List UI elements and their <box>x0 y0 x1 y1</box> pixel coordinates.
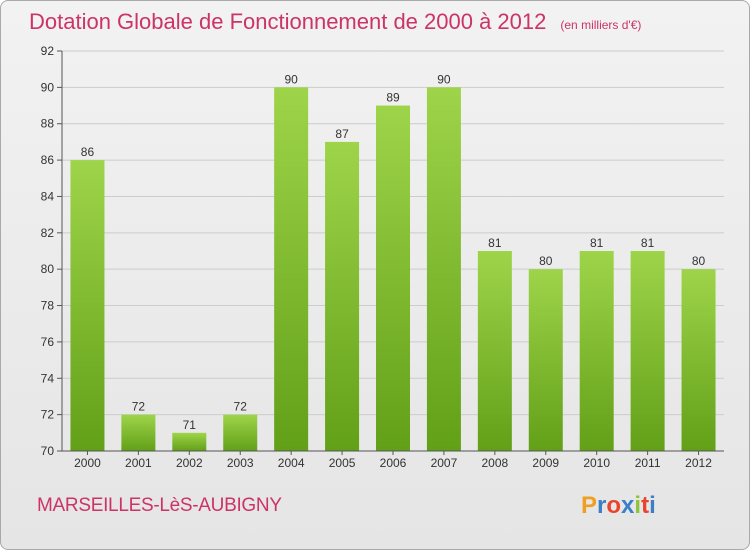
logo-letter: t <box>641 492 650 519</box>
chart-title: Dotation Globale de Fonctionnement de 20… <box>29 9 641 35</box>
x-tick-label: 2012 <box>685 456 712 470</box>
bar <box>223 414 258 451</box>
logo-letter: P <box>581 492 598 519</box>
y-tick-label: 92 <box>41 44 55 58</box>
bar <box>579 251 614 451</box>
logo-letter: x <box>621 492 635 519</box>
x-tick-label: 2005 <box>329 456 356 470</box>
logo-letter: o <box>606 492 622 519</box>
y-tick-label: 78 <box>41 299 55 313</box>
x-tick-label: 2009 <box>532 456 559 470</box>
bar <box>121 414 156 451</box>
y-tick-label: 74 <box>41 371 55 385</box>
bar <box>630 251 665 451</box>
data-label: 81 <box>641 236 655 250</box>
y-tick-label: 80 <box>41 262 55 276</box>
x-tick-label: 2008 <box>481 456 508 470</box>
bar <box>376 105 410 451</box>
data-label: 90 <box>437 72 451 86</box>
data-label: 87 <box>335 127 349 141</box>
title-text: Dotation Globale de Fonctionnement de 20… <box>29 9 547 34</box>
y-tick-label: 72 <box>41 408 55 422</box>
data-label: 89 <box>386 91 400 105</box>
commune-name: MARSEILLES-LèS-AUBIGNY <box>37 495 282 516</box>
data-label: 72 <box>234 400 248 414</box>
logo-letter: i <box>634 492 642 519</box>
y-tick-label: 90 <box>41 80 55 94</box>
bar <box>70 160 105 451</box>
logo-letter: i <box>649 492 656 519</box>
logo-letter: r <box>597 492 607 519</box>
data-label: 86 <box>81 145 95 159</box>
proxiti-logo: Proxiti <box>581 492 656 520</box>
labels: 86 2000 72 2001 71 2002 72 2003 90 2004 87 2005 89 20… <box>74 72 712 470</box>
y-tick-label: 88 <box>41 117 55 131</box>
x-tick-label: 2010 <box>583 456 610 470</box>
data-label: 90 <box>284 72 298 86</box>
bar <box>681 269 716 451</box>
x-tick-label: 2006 <box>380 456 407 470</box>
y-tick-label: 86 <box>41 153 55 167</box>
data-label: 80 <box>539 254 553 268</box>
y-tick-label: 82 <box>41 226 55 240</box>
bar <box>172 432 207 451</box>
data-label: 72 <box>132 400 146 414</box>
x-tick-label: 2007 <box>431 456 458 470</box>
x-tick-label: 2003 <box>227 456 254 470</box>
bar <box>325 141 360 451</box>
data-label: 71 <box>183 418 197 432</box>
y-tick-label: 70 <box>41 444 55 458</box>
bar <box>477 251 512 451</box>
bar <box>528 269 563 451</box>
bars <box>70 87 716 451</box>
axes: 70 72 74 76 78 80 82 84 86 88 90 92 <box>41 44 724 458</box>
data-label: 81 <box>488 236 502 250</box>
chart-subtitle: (en milliers d'€) <box>560 18 642 32</box>
bar <box>274 87 309 451</box>
x-tick-label: 2011 <box>635 456 661 470</box>
x-tick-label: 2000 <box>74 456 101 470</box>
y-tick-label: 76 <box>41 335 55 349</box>
y-tick-label: 84 <box>41 189 55 203</box>
x-tick-label: 2001 <box>125 456 152 470</box>
x-tick-label: 2002 <box>176 456 203 470</box>
bar <box>426 87 461 451</box>
x-tick-label: 2004 <box>278 456 305 470</box>
data-label: 80 <box>692 254 706 268</box>
data-label: 81 <box>590 236 604 250</box>
